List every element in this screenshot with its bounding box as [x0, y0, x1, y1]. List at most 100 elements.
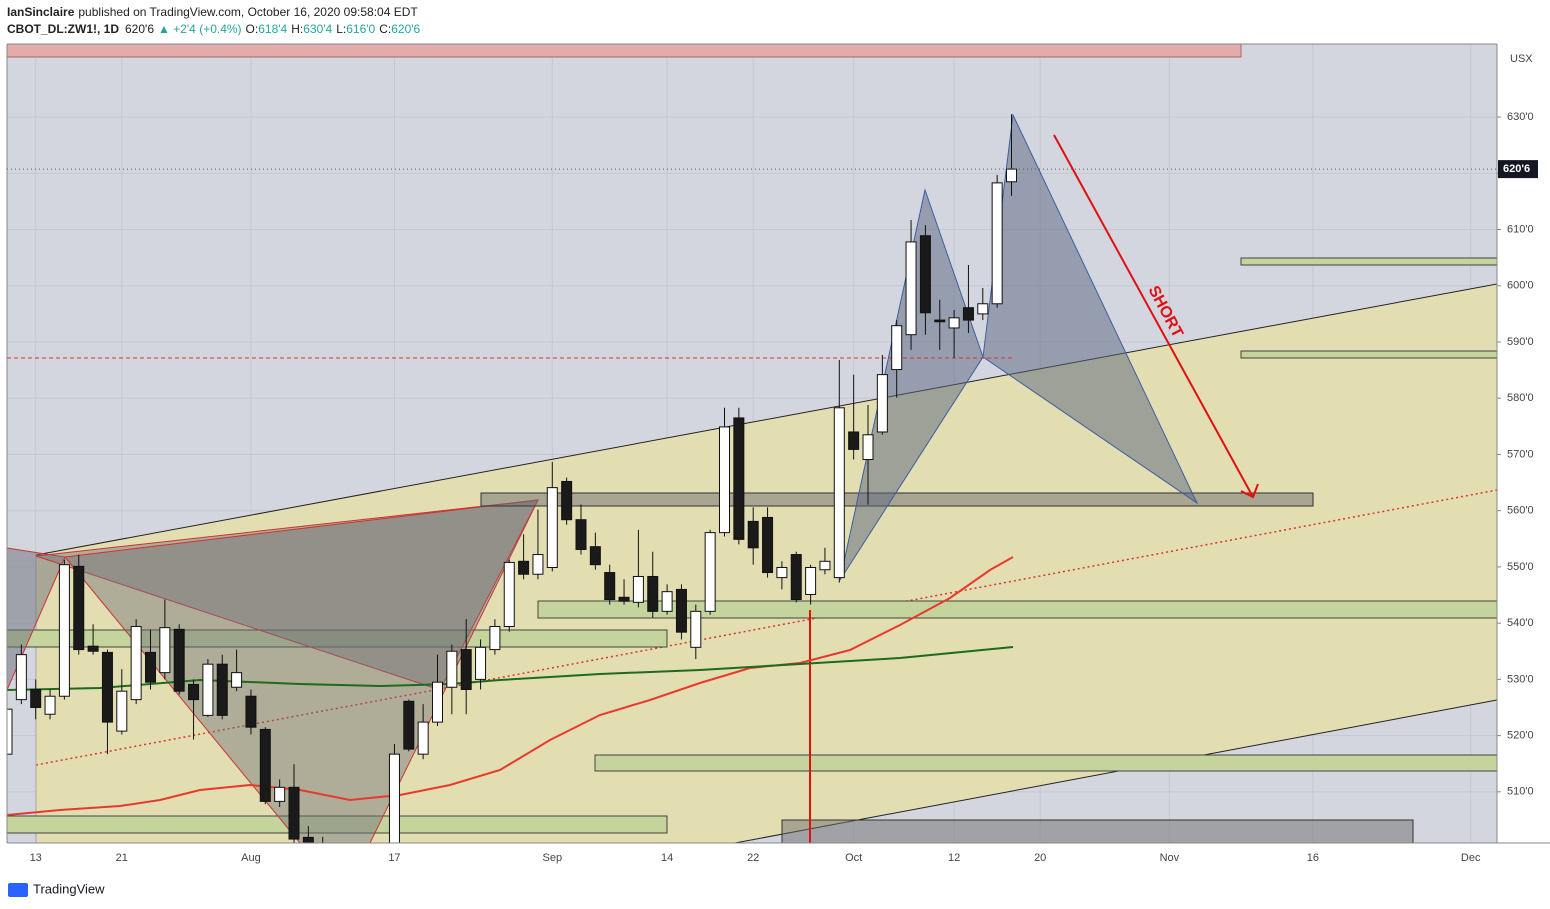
x-tick-label: 21 — [116, 852, 128, 864]
y-tick-label: 540'0 — [1507, 617, 1534, 629]
y-tick-label: 510'0 — [1507, 786, 1534, 798]
candle-body — [332, 859, 342, 862]
candle-body — [518, 560, 530, 575]
x-tick-label: 16 — [1307, 852, 1319, 864]
candle-body — [632, 575, 644, 603]
candle-body — [432, 681, 443, 723]
candle-body — [145, 651, 156, 683]
candle-body — [661, 591, 673, 612]
symbol: CBOT_DL:ZW1!, 1D — [7, 22, 119, 36]
x-tick-label: Nov — [1160, 852, 1180, 864]
candle-body — [962, 307, 974, 321]
footer: TradingView — [8, 881, 105, 897]
x-tick-label: 13 — [30, 852, 42, 864]
candle-body — [704, 532, 716, 612]
candle-body — [202, 663, 214, 716]
short-arrow — [1053, 134, 1259, 499]
candle-body — [934, 319, 946, 323]
candle-body — [948, 317, 960, 329]
y-tick-label: 630'0 — [1507, 111, 1534, 123]
grey-zone — [781, 819, 1414, 843]
candle-body — [618, 596, 630, 602]
candle-body — [733, 417, 745, 540]
harmonic-pattern — [35, 499, 539, 691]
candle-body — [73, 565, 85, 651]
demand-zone — [7, 815, 668, 834]
y-tick-label: 580'0 — [1507, 392, 1534, 404]
candle-body — [604, 572, 616, 601]
arrow-head — [1240, 483, 1259, 499]
harmonic-pattern — [64, 499, 539, 843]
candle-body — [159, 627, 171, 674]
change: ▲ +2'4 (+0.4%) — [158, 22, 242, 36]
candle-body — [1006, 168, 1017, 183]
candle-body — [188, 683, 200, 701]
last-price-label: 620'6 — [1503, 163, 1530, 175]
candle-body — [173, 628, 185, 692]
y-tick-label: 600'0 — [1507, 280, 1534, 292]
candle-body — [719, 426, 730, 534]
candle-body — [891, 325, 903, 371]
header: IanSinclaire published on TradingView.com… — [7, 5, 418, 19]
ohlc-key: L: — [336, 22, 346, 36]
candle-body — [302, 836, 314, 843]
candle-body — [318, 845, 328, 862]
candle-body — [489, 626, 501, 651]
y-tick-label: 530'0 — [1507, 673, 1534, 685]
candle-body — [747, 520, 759, 549]
candle-body — [460, 649, 472, 690]
candle-body — [58, 564, 70, 697]
candle-body — [776, 566, 788, 579]
candle-body — [647, 575, 659, 612]
candles — [7, 114, 1017, 873]
candle-body — [977, 303, 989, 315]
candle-body — [532, 554, 544, 575]
ohlc-value: 620'6 — [391, 22, 420, 36]
candle-body — [30, 688, 42, 708]
candle-body — [561, 480, 573, 521]
demand-zone — [594, 754, 1497, 772]
candle-body — [101, 651, 113, 723]
candle-body — [805, 566, 817, 595]
candle-body — [346, 859, 356, 873]
candle-body — [403, 700, 415, 750]
supply-zone — [7, 44, 1242, 58]
ohlc-value: 618'4 — [258, 22, 287, 36]
candle-body — [589, 546, 601, 566]
x-tick-label: 12 — [948, 852, 960, 864]
candle-body — [7, 708, 13, 755]
candle-body — [417, 721, 429, 755]
x-tick-label: 14 — [661, 852, 673, 864]
ohlc-value: 630'4 — [303, 22, 332, 36]
x-tick-label: 22 — [747, 852, 759, 864]
candle-body — [819, 560, 831, 571]
logo — [8, 883, 28, 897]
candle-body — [575, 519, 587, 550]
x-tick-label: 20 — [1034, 852, 1046, 864]
demand-zone — [1240, 350, 1497, 359]
candle-body — [675, 588, 687, 633]
candle-body — [388, 753, 400, 843]
publisher: IanSinclaire — [7, 5, 75, 19]
candle-body — [375, 851, 385, 857]
candle-body — [259, 728, 271, 802]
candle-body — [87, 645, 99, 652]
y-tick-label: 610'0 — [1507, 223, 1534, 235]
candle-body — [919, 235, 931, 314]
candle-body — [503, 561, 515, 628]
candle-body — [546, 487, 558, 568]
candle-body — [690, 610, 702, 648]
y-tick-label: 550'0 — [1507, 561, 1534, 573]
candle-body — [762, 516, 774, 574]
candle-body — [905, 241, 917, 336]
symbol-line: CBOT_DL:ZW1!, 1D 620'6 ▲ +2'4 (+0.4%) O:618… — [7, 22, 421, 36]
candle-body — [475, 646, 487, 680]
demand-zone — [1240, 257, 1497, 266]
candle-body — [130, 626, 142, 701]
y-tick-label: 570'0 — [1507, 448, 1534, 460]
published: published on TradingView.com, October 16… — [78, 5, 418, 19]
ohlc-key: O: — [246, 22, 259, 36]
last: 620'6 — [125, 22, 154, 36]
candle-body — [361, 856, 371, 873]
